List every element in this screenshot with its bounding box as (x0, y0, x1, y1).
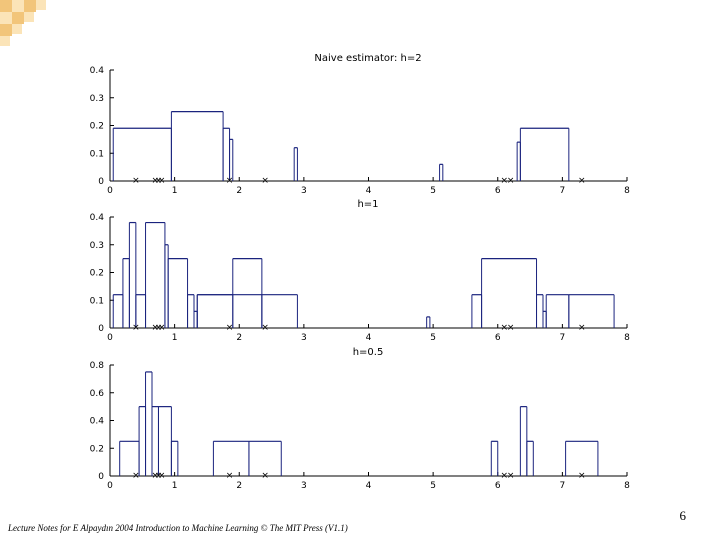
x-tick-label: 2 (236, 186, 242, 196)
chart-title: Naive estimator: h=2 (314, 53, 421, 64)
y-tick-label: 0.1 (90, 296, 104, 306)
y-tick-label: 0.2 (90, 444, 104, 454)
chart-title: h=0.5 (353, 347, 384, 358)
y-tick-label: 0 (98, 472, 104, 482)
x-tick-label: 3 (301, 333, 307, 343)
y-tick-label: 0.8 (90, 361, 105, 371)
sample-marker: × (132, 471, 140, 481)
decoration-square (12, 24, 22, 34)
x-tick-label: 7 (560, 333, 566, 343)
x-tick-label: 2 (236, 333, 242, 343)
decoration-square (12, 0, 24, 12)
footer-citation: Lecture Notes for E Alpaydın 2004 Introd… (8, 523, 348, 533)
sample-marker: × (158, 471, 166, 481)
y-tick-label: 0.1 (90, 149, 104, 159)
sample-marker: × (578, 176, 586, 186)
sample-marker: × (158, 176, 166, 186)
decoration-square (0, 36, 10, 46)
sample-marker: × (155, 176, 163, 186)
sample-marker: × (261, 176, 269, 186)
sample-marker: × (155, 323, 163, 333)
page-number: 6 (679, 508, 687, 523)
x-tick-label: 8 (624, 481, 630, 491)
x-tick-label: 6 (495, 186, 501, 196)
sample-marker: × (158, 323, 166, 333)
sample-marker: × (261, 323, 269, 333)
sample-marker: × (132, 176, 140, 186)
decoration-square (12, 12, 24, 24)
y-tick-label: 0.3 (90, 241, 104, 251)
sample-marker: × (500, 471, 508, 481)
y-tick-label: 0 (98, 177, 104, 187)
y-tick-label: 0.2 (90, 122, 104, 132)
x-tick-label: 1 (172, 186, 178, 196)
x-tick-label: 5 (430, 481, 436, 491)
sample-marker: × (500, 176, 508, 186)
x-tick-label: 5 (430, 333, 436, 343)
x-tick-label: 7 (560, 481, 566, 491)
x-tick-label: 1 (172, 481, 178, 491)
decoration-square (0, 24, 12, 36)
plot-panel-3: 00.20.40.60.80 1 2 3 4 5 6 7 8h=0.5× ××× × × ×× × (90, 347, 630, 491)
y-tick-label: 0.2 (90, 269, 104, 279)
x-tick-label: 0 (107, 481, 113, 491)
y-tick-label: 0.4 (90, 213, 105, 223)
x-tick-label: 8 (624, 333, 630, 343)
plot-panel-1: 0 0.1 0.2 0.3 0.4 0 1 2 3 4 5 6 7 8 Naive estimator: h… (90, 53, 630, 196)
y-tick-label: 0.3 (90, 94, 104, 104)
sample-marker: × (132, 323, 140, 333)
y-tick-label: 0.4 (90, 417, 105, 427)
decoration-square (24, 12, 34, 22)
sample-marker: × (500, 323, 508, 333)
sample-marker: × (226, 471, 234, 481)
y-tick-label: 0 (98, 324, 104, 334)
x-tick-label: 4 (366, 186, 372, 196)
decoration-square (0, 12, 12, 24)
x-tick-label: 7 (560, 186, 566, 196)
decoration-square (0, 0, 12, 12)
corner-decoration (0, 0, 46, 46)
x-tick-label: 4 (366, 481, 372, 491)
x-tick-label: 6 (495, 481, 501, 491)
x-tick-label: 2 (236, 481, 242, 491)
sample-marker: × (151, 176, 159, 186)
x-tick-label: 6 (495, 333, 501, 343)
x-tick-label: 5 (430, 186, 436, 196)
sample-marker: × (226, 323, 234, 333)
x-tick-label: 0 (107, 186, 113, 196)
sample-marker: × (155, 471, 163, 481)
x-tick-label: 4 (366, 333, 372, 343)
sample-marker: × (151, 323, 159, 333)
y-tick-label: 0.6 (90, 389, 105, 399)
sample-marker: × (507, 471, 515, 481)
x-tick-label: 3 (301, 186, 307, 196)
decoration-square (36, 0, 46, 10)
chart-title: h=1 (357, 199, 378, 210)
sample-marker: × (507, 176, 515, 186)
x-tick-label: 0 (107, 333, 113, 343)
x-tick-label: 8 (624, 186, 630, 196)
x-tick-label: 1 (172, 333, 178, 343)
sample-marker: × (578, 323, 586, 333)
y-tick-label: 0.4 (90, 66, 105, 76)
sample-marker: × (507, 323, 515, 333)
decoration-square (24, 0, 36, 12)
x-tick-label: 3 (301, 481, 307, 491)
sample-marker: × (261, 471, 269, 481)
sample-marker: × (578, 471, 586, 481)
sample-marker: × (226, 176, 234, 186)
sample-marker: × (151, 471, 159, 481)
plot-panel-2: 00.10.20.30.40 1 2 3 4 5 6 7 8h=1× ××× × × ×× × (90, 199, 630, 343)
